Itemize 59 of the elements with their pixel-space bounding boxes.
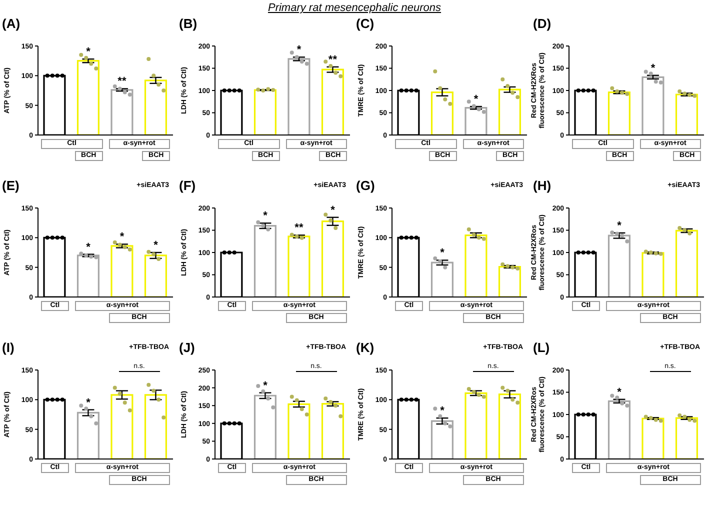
chart-title: (H) <box>533 178 552 193</box>
bar <box>144 80 167 135</box>
chart-title: (D) <box>533 16 552 31</box>
bar <box>498 88 521 135</box>
bar <box>464 392 488 459</box>
data-label: * <box>86 396 92 409</box>
chart-title: (J) <box>179 340 195 355</box>
data-label: * <box>154 240 159 252</box>
bar <box>675 417 698 459</box>
data-label: * <box>86 241 92 254</box>
chart-title: (E) <box>2 178 20 193</box>
chart-title: (F) <box>179 178 196 193</box>
chart-title: (I) <box>2 340 14 355</box>
bar <box>110 394 134 459</box>
chart-title: (A) <box>2 16 20 31</box>
bar <box>254 89 276 135</box>
bar <box>430 91 454 135</box>
bar <box>498 266 521 297</box>
bar <box>642 418 664 459</box>
data-label: * <box>330 204 336 216</box>
bar <box>144 254 167 297</box>
data-label: * <box>440 405 446 418</box>
bar <box>675 94 698 135</box>
data-label: * <box>263 210 268 222</box>
chart-title: (C) <box>356 16 374 31</box>
chart-title: (L) <box>533 340 550 355</box>
bar <box>642 252 664 297</box>
bar <box>288 403 310 459</box>
data-label: * <box>440 247 446 260</box>
data-label: ** <box>294 222 304 234</box>
data-label: * <box>296 44 302 56</box>
chart-title: (B) <box>179 16 198 31</box>
data-label: * <box>263 380 268 392</box>
data-label: ** <box>328 54 338 66</box>
bar <box>76 60 100 135</box>
bar <box>675 230 698 297</box>
data-label: * <box>474 94 479 106</box>
bar <box>498 394 521 459</box>
bar <box>288 58 310 135</box>
data-label: * <box>617 386 622 398</box>
data-label: * <box>617 220 622 232</box>
bar <box>608 91 630 135</box>
data-label: * <box>650 62 656 74</box>
chart-subtitle: Primary rat mesencephalic neurons <box>266 2 442 14</box>
chart-title: (K) <box>356 340 374 355</box>
data-label: * <box>86 46 92 58</box>
bar <box>76 254 100 297</box>
bar <box>321 68 344 135</box>
bar <box>464 234 488 297</box>
bar <box>321 220 344 297</box>
bar <box>288 236 310 297</box>
chart-title: (G) <box>356 178 375 193</box>
bar <box>608 234 630 297</box>
data-label: ** <box>118 76 127 88</box>
data-label: * <box>120 231 125 244</box>
bar <box>464 107 488 135</box>
bar <box>321 403 344 459</box>
bar <box>110 245 134 297</box>
bar <box>144 394 167 459</box>
